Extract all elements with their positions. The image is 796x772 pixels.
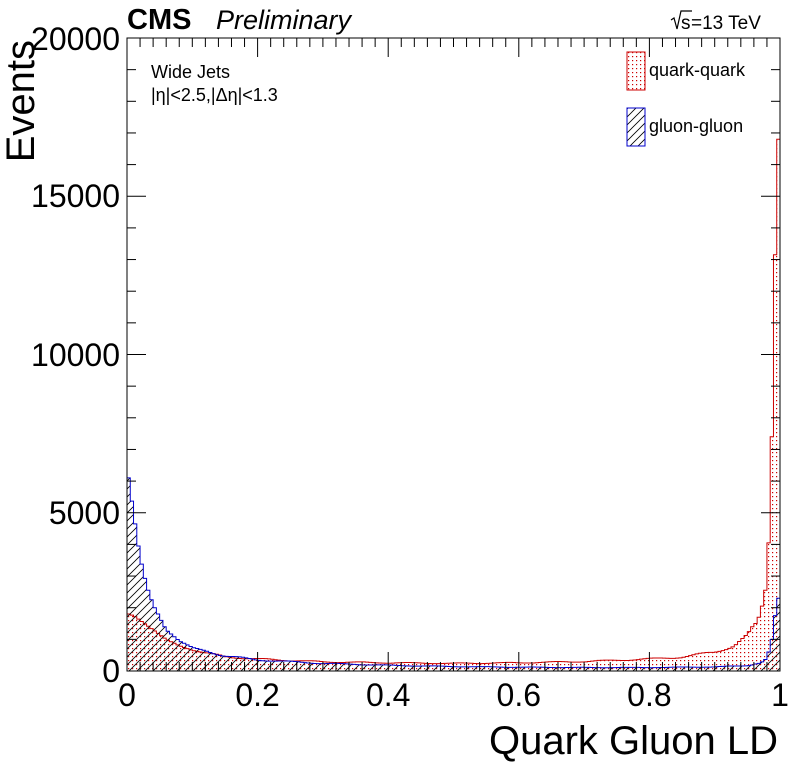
y-tick-label-0: 0 [102, 653, 120, 689]
legend: quark-quark gluon-gluon [626, 51, 746, 147]
legend-swatch-gluon-gluon [626, 107, 646, 147]
x-axis-tick-labels: 0 0.2 0.4 0.6 0.8 1 [118, 677, 789, 713]
hist-fill-quark-quark [127, 139, 780, 671]
x-tick-label-0.2: 0.2 [235, 677, 279, 713]
hist-outline-quark-quark [127, 138, 780, 671]
y-axis-title: Events [0, 40, 43, 162]
hist-fill-gluon-gluon [127, 477, 780, 671]
y-tick-label-10000: 10000 [31, 337, 120, 373]
legend-label-quark-quark: quark-quark [649, 60, 746, 80]
energy-value: =13 TeV [691, 13, 761, 34]
legend-label-gluon-gluon: gluon-gluon [649, 116, 743, 136]
eta-cuts-annotation: |η|<2.5,|Δη|<1.3 [151, 85, 278, 105]
x-tick-label-0.6: 0.6 [497, 677, 541, 713]
sqrt-symbol [670, 10, 692, 30]
y-tick-label-20000: 20000 [31, 21, 120, 57]
x-axis-title: Quark Gluon LD [489, 719, 778, 763]
energy-prefix: s [681, 13, 691, 34]
jet-type-annotation: Wide Jets [151, 62, 230, 82]
energy-label: s =13 TeV [670, 10, 761, 34]
x-tick-label-1: 1 [771, 677, 789, 713]
hist-outline-gluon-gluon [127, 477, 780, 671]
legend-swatch-quark-quark [626, 51, 646, 91]
y-tick-label-5000: 5000 [49, 495, 120, 531]
experiment-label: CMS [127, 4, 191, 36]
x-tick-label-0.4: 0.4 [366, 677, 410, 713]
y-axis-tick-labels: 0 5000 10000 15000 20000 [31, 21, 120, 689]
status-label: Preliminary [216, 5, 353, 35]
x-tick-label-0: 0 [118, 677, 136, 713]
x-tick-label-0.8: 0.8 [627, 677, 671, 713]
y-tick-label-15000: 15000 [31, 178, 120, 214]
